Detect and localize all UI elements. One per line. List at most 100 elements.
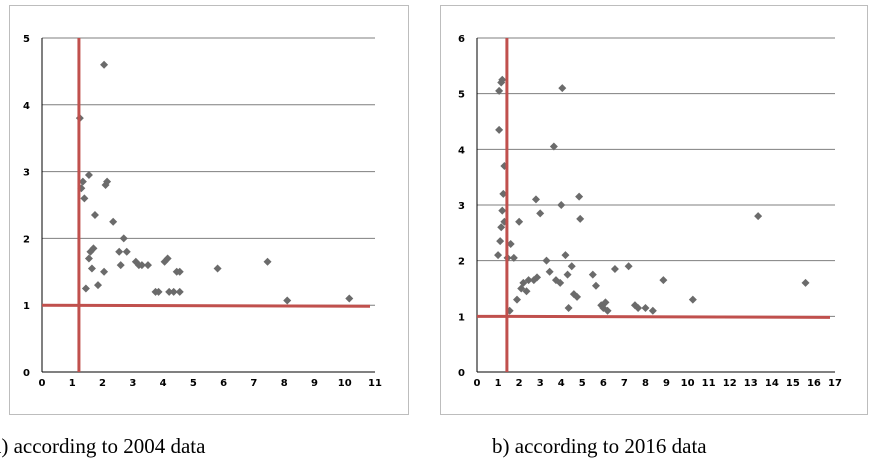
x-tick-label-0: 0 bbox=[39, 378, 46, 389]
data-point-1 bbox=[569, 290, 578, 299]
horizontal-reference-line-0 bbox=[41, 303, 371, 308]
data-point-0 bbox=[115, 247, 124, 256]
data-point-1 bbox=[531, 195, 540, 204]
data-point-1 bbox=[545, 267, 554, 276]
data-point-0 bbox=[80, 194, 89, 203]
data-point-1 bbox=[519, 278, 528, 287]
x-tick-label-0: 3 bbox=[129, 378, 136, 389]
data-point-1 bbox=[567, 262, 576, 271]
data-point-1 bbox=[494, 251, 503, 260]
y-tick-label-0: 4 bbox=[23, 101, 30, 112]
data-point-1 bbox=[591, 281, 600, 290]
data-point-1 bbox=[515, 217, 524, 226]
x-tick-label-1: 6 bbox=[600, 378, 607, 389]
data-point-1 bbox=[801, 278, 810, 287]
data-point-0 bbox=[137, 261, 146, 270]
data-point-0 bbox=[283, 296, 292, 305]
data-point-1 bbox=[542, 256, 551, 265]
y-tick-label-1: 1 bbox=[458, 312, 465, 323]
data-point-0 bbox=[84, 170, 93, 179]
data-point-1 bbox=[563, 270, 572, 279]
y-tick-label-1: 2 bbox=[458, 257, 465, 268]
data-point-0 bbox=[175, 267, 184, 276]
y-tick-label-1: 4 bbox=[458, 145, 465, 156]
y-tick-label-1: 0 bbox=[458, 368, 465, 379]
scatter-chart-a: 0 1 2 3 4 5 0 1 2 3 4 5 6 7 8 9 10 11 bbox=[23, 34, 382, 389]
data-point-0 bbox=[100, 60, 109, 69]
data-point-1 bbox=[506, 239, 515, 248]
data-point-1 bbox=[641, 303, 650, 312]
x-tick-label-0: 9 bbox=[311, 378, 318, 389]
chart-caption-b: b) according to 2016 data bbox=[492, 434, 707, 458]
data-point-0 bbox=[263, 257, 272, 266]
data-point-1 bbox=[522, 287, 531, 296]
data-point-0 bbox=[122, 247, 131, 256]
x-tick-label-0: 6 bbox=[220, 378, 227, 389]
data-point-0 bbox=[109, 217, 118, 226]
x-tick-label-0: 11 bbox=[368, 378, 382, 389]
data-point-1 bbox=[499, 189, 508, 198]
x-tick-label-1: 9 bbox=[663, 378, 670, 389]
x-tick-label-1: 12 bbox=[723, 378, 737, 389]
y-tick-label-0: 2 bbox=[23, 234, 30, 245]
data-point-1 bbox=[573, 292, 582, 301]
data-point-0 bbox=[165, 287, 174, 296]
y-tick-label-0: 1 bbox=[23, 301, 30, 312]
y-tick-label-1: 6 bbox=[458, 34, 465, 45]
x-tick-label-1: 16 bbox=[807, 378, 821, 389]
data-point-1 bbox=[688, 295, 697, 304]
x-tick-label-1: 3 bbox=[537, 378, 544, 389]
data-point-1 bbox=[498, 75, 507, 84]
data-point-1 bbox=[498, 206, 507, 215]
data-point-1 bbox=[557, 201, 566, 209]
data-point-1 bbox=[754, 212, 763, 221]
x-tick-label-1: 1 bbox=[495, 378, 502, 389]
data-point-0 bbox=[81, 284, 90, 293]
data-point-1 bbox=[495, 86, 504, 95]
x-tick-label-0: 8 bbox=[281, 378, 288, 389]
x-tick-label-1: 2 bbox=[516, 378, 523, 389]
data-point-1 bbox=[575, 192, 584, 201]
x-tick-label-1: 4 bbox=[558, 378, 565, 389]
x-tick-label-0: 4 bbox=[160, 378, 167, 389]
y-tick-label-1: 5 bbox=[458, 90, 465, 101]
data-point-0 bbox=[90, 211, 99, 220]
data-point-1 bbox=[556, 278, 565, 287]
data-point-0 bbox=[84, 254, 93, 263]
y-tick-label-0: 5 bbox=[23, 34, 30, 45]
data-point-0 bbox=[100, 267, 109, 276]
y-tick-label-1: 3 bbox=[458, 201, 465, 212]
data-point-0 bbox=[119, 234, 128, 243]
data-point-1 bbox=[561, 251, 570, 260]
data-point-1 bbox=[597, 301, 606, 310]
data-point-0 bbox=[345, 294, 354, 303]
x-tick-label-1: 11 bbox=[702, 378, 716, 389]
data-point-0 bbox=[175, 287, 184, 296]
data-point-1 bbox=[603, 306, 612, 315]
data-point-1 bbox=[601, 298, 610, 307]
y-tick-label-0: 3 bbox=[23, 168, 30, 179]
data-point-1 bbox=[495, 125, 504, 134]
data-point-1 bbox=[634, 303, 643, 312]
x-tick-label-0: 5 bbox=[190, 378, 197, 389]
chart-caption-a: a) according to 2004 data bbox=[0, 434, 206, 458]
data-point-0 bbox=[163, 254, 172, 263]
data-point-1 bbox=[648, 306, 657, 315]
data-point-0 bbox=[116, 261, 125, 270]
data-point-1 bbox=[496, 237, 505, 246]
x-tick-label-1: 17 bbox=[828, 378, 842, 389]
data-point-0 bbox=[89, 244, 98, 253]
x-tick-label-0: 10 bbox=[338, 378, 352, 389]
x-tick-label-1: 0 bbox=[474, 378, 481, 389]
data-point-1 bbox=[533, 273, 542, 282]
data-point-1 bbox=[497, 223, 506, 232]
data-point-0 bbox=[78, 177, 87, 186]
data-point-0 bbox=[94, 281, 103, 290]
x-tick-label-0: 2 bbox=[99, 378, 106, 389]
data-point-1 bbox=[549, 142, 558, 151]
chart-panel-b: 0 1 2 3 4 5 6 0 1 2 3 4 5 6 7 8 9 10 11 12 13 14 15 16 17 bbox=[440, 5, 868, 415]
horizontal-reference-line-1 bbox=[476, 314, 831, 319]
data-point-1 bbox=[524, 276, 533, 285]
x-tick-label-1: 7 bbox=[621, 378, 628, 389]
data-point-1 bbox=[558, 84, 567, 93]
